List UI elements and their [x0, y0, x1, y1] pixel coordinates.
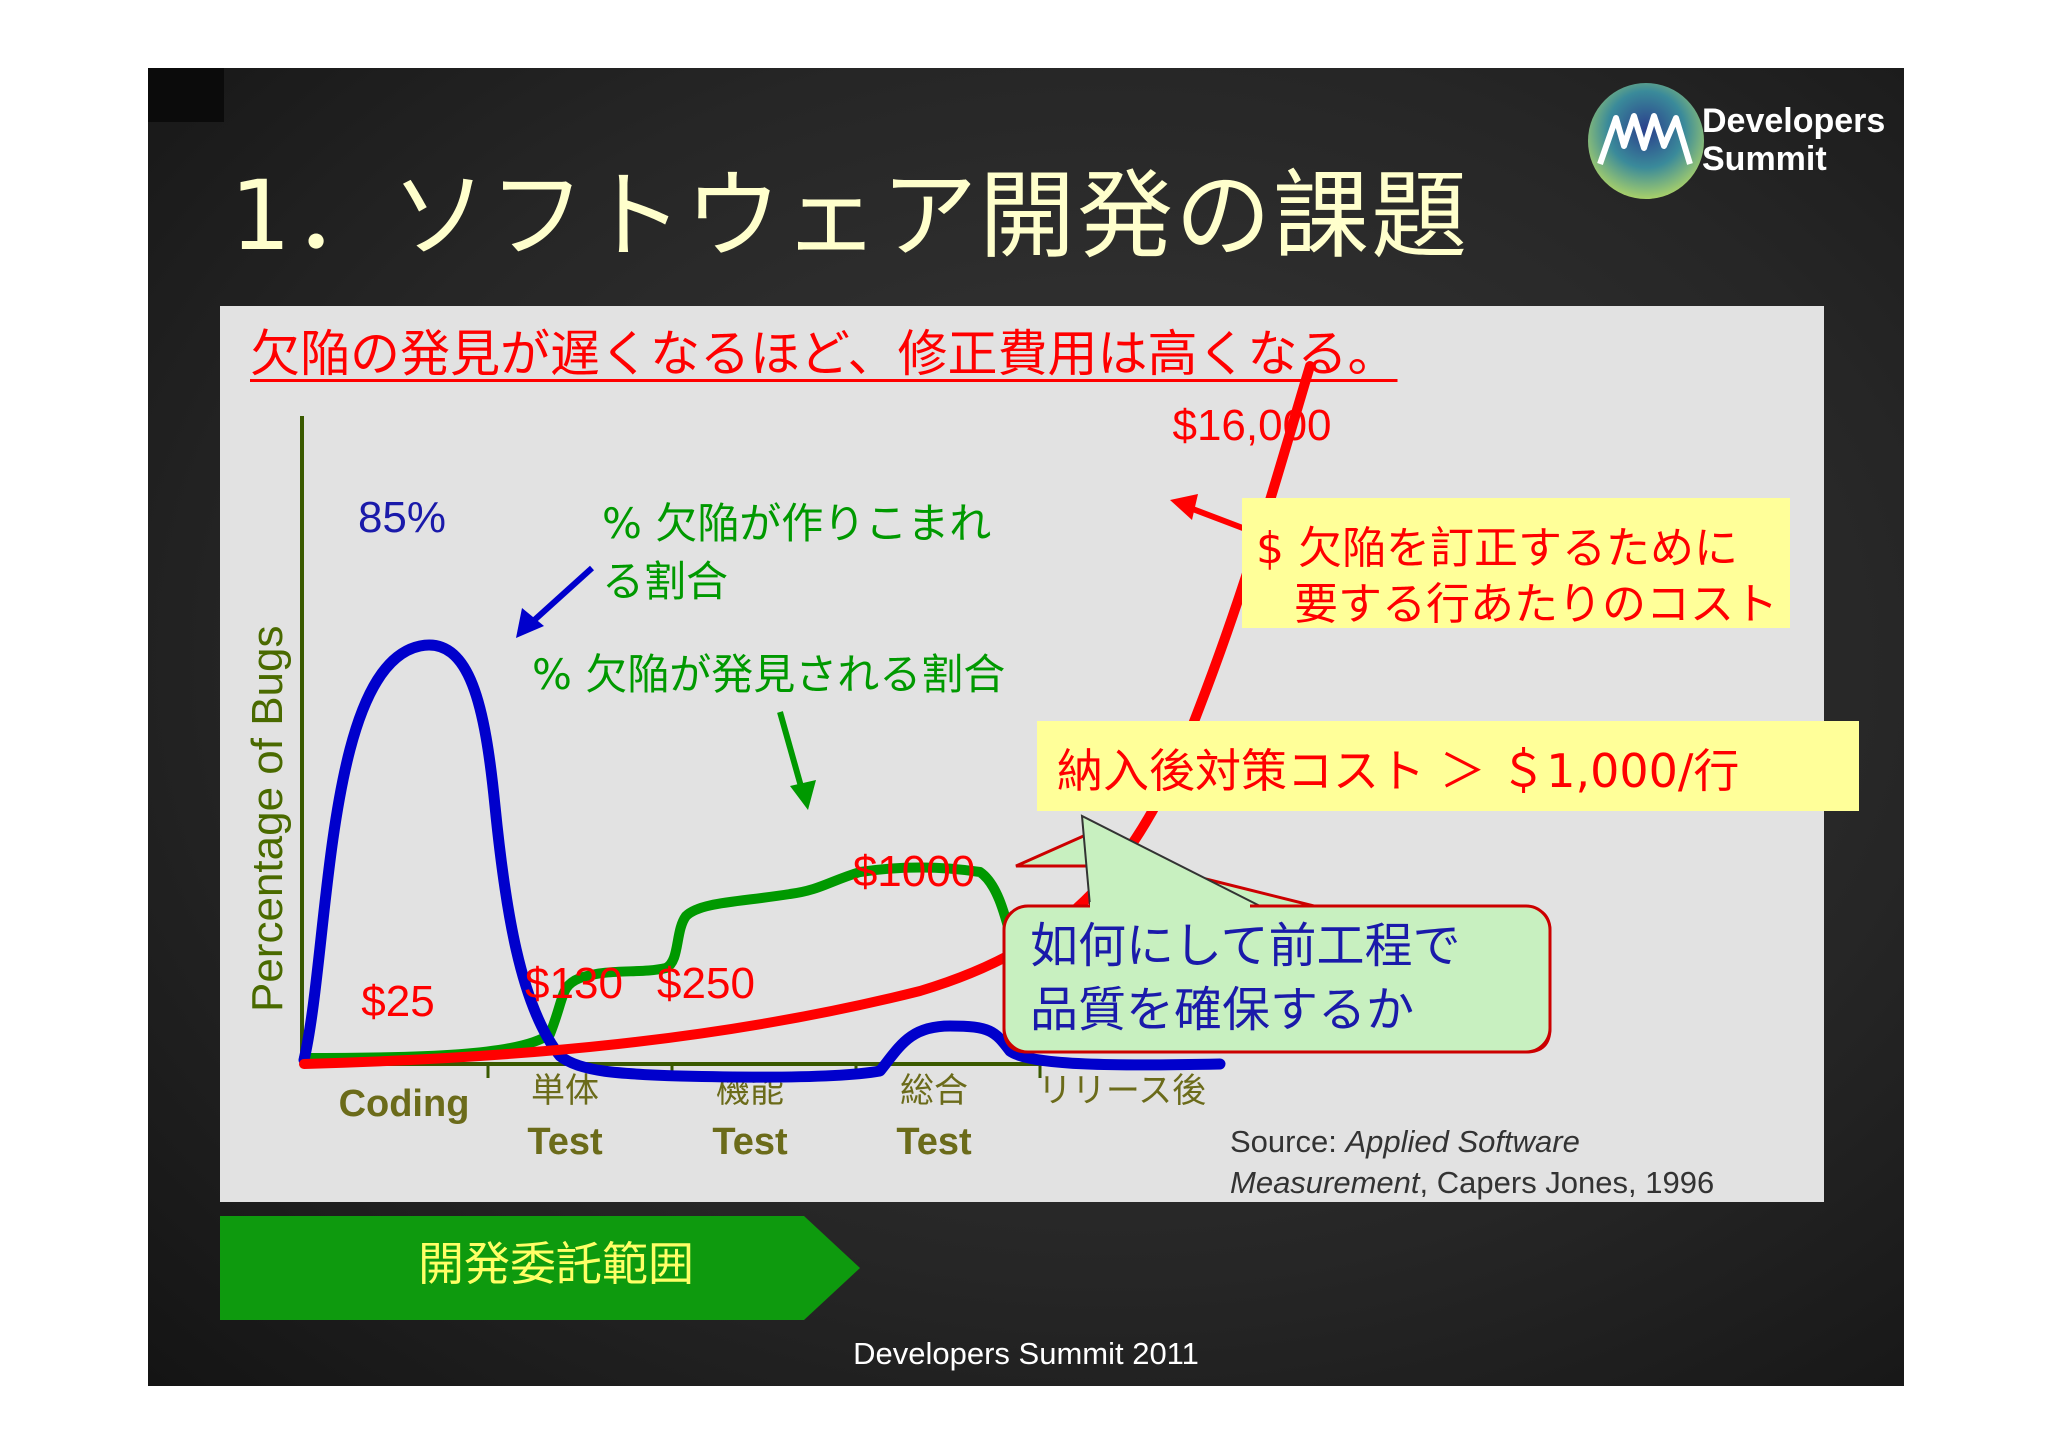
logo-text: Developers Summit: [1702, 102, 1885, 178]
logo-emblem-icon: [1588, 83, 1704, 199]
developers-summit-logo: Developers Summit: [1586, 76, 1904, 206]
cost-arrow-shaft: [1188, 505, 1250, 533]
scope-banner-arrow: [220, 1216, 860, 1320]
cost-per-line-line1: $ 欠陥を訂正するために: [1256, 523, 1738, 574]
x-tick-label-system: 総合: [900, 1071, 968, 1111]
introduced-arrow-head: [516, 608, 544, 638]
series-defects-introduced-line: [298, 639, 1226, 1083]
scope-banner-text: 開発委託範囲: [418, 1237, 694, 1291]
cost-label-1000: $1000: [853, 847, 975, 896]
x-tick-label-system-test: Test: [896, 1121, 972, 1163]
y-axis-label: Percentage of Bugs: [243, 626, 292, 1012]
series-introduced-label-line1: % 欠陥が作りこまれ: [602, 499, 991, 548]
corner-block: [148, 68, 224, 122]
question-line1: 如何にして前工程で: [1030, 918, 1461, 974]
bubble-body: [1002, 904, 1552, 1054]
source-citation: Source: Applied Software Measurement, Ca…: [1230, 1121, 1714, 1203]
cost-label-25: $25: [361, 977, 434, 1026]
chart-svg: Percentage of Bugs Coding 単体 Test 機能 Tes…: [243, 361, 1552, 1163]
cost-label-130: $130: [525, 959, 623, 1008]
x-tick-label-unit: 単体: [531, 1071, 599, 1111]
cost-label-250: $250: [657, 959, 755, 1008]
footer: Developers Summit 2011: [853, 1336, 1199, 1371]
bubble-tail: [1080, 814, 1261, 907]
bubble-tail-cover: [1090, 902, 1250, 910]
series-introduced-label-line2: る割合: [602, 557, 728, 606]
source-prefix: Source:: [1230, 1124, 1346, 1159]
slide-title: 1．ソフトウェア開発の課題: [230, 160, 1470, 272]
cost-arrow-head: [1170, 494, 1198, 520]
found-arrow-shaft: [777, 711, 805, 791]
x-tick-label-function-test: Test: [712, 1121, 788, 1163]
x-tick-label-coding: Coding: [339, 1083, 470, 1125]
slide: 1．ソフトウェア開発の課題 Developers Summit 欠陥の発見が遅く…: [148, 68, 1904, 1386]
introduced-arrow-shaft: [527, 565, 595, 627]
source-title-part2: Measurement: [1230, 1165, 1420, 1200]
headline: 欠陥の発見が遅くなるほど、修正費用は高くなる。: [250, 325, 1398, 383]
cost-per-line-line2: 要する行あたりのコスト: [1294, 579, 1778, 630]
series-introduced-peak-label: 85%: [358, 493, 446, 542]
question-line2: 品質を確保するか: [1030, 982, 1414, 1038]
chart-panel: 欠陥の発見が遅くなるほど、修正費用は高くなる。 Percentage of Bu…: [220, 306, 1859, 1203]
source-suffix: , Capers Jones, 1996: [1419, 1165, 1715, 1200]
cost-per-line-callout: $ 欠陥を訂正するために 要する行あたりのコスト: [1242, 498, 1790, 630]
post-delivery-text: 納入後対策コスト ＞ ＄1,000/行: [1057, 744, 1740, 798]
x-tick-label-post-release: リリース後: [1038, 1071, 1206, 1111]
source-title-part1: Applied Software: [1345, 1124, 1580, 1159]
found-arrow-head: [790, 780, 816, 810]
logo-line2: Summit: [1702, 140, 1827, 178]
cost-label-16000: $16,000: [1172, 401, 1331, 450]
logo-line1: Developers: [1702, 102, 1886, 140]
x-tick-label-unit-test: Test: [527, 1121, 603, 1163]
series-found-label: % 欠陥が発見される割合: [532, 650, 1005, 699]
post-delivery-callout: 納入後対策コスト ＞ ＄1,000/行: [1037, 721, 1859, 811]
